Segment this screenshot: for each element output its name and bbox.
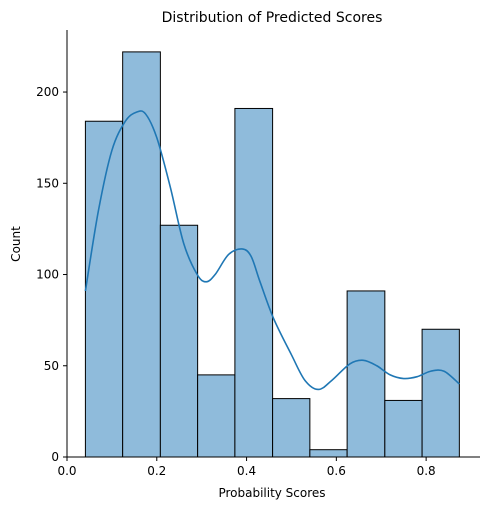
y-tick-label: 150: [36, 176, 59, 190]
kde-curve: [84, 110, 460, 391]
histogram-bar: [84, 120, 124, 458]
histogram-bar: [346, 290, 386, 458]
x-tick-label: 0.6: [327, 464, 346, 478]
x-tick-label: 0.4: [237, 464, 256, 478]
bars-group: [84, 51, 460, 458]
histogram-bar: [384, 399, 423, 458]
histogram-bar: [197, 374, 236, 458]
chart-title: Distribution of Predicted Scores: [162, 10, 383, 26]
histogram-bar: [309, 449, 348, 458]
x-tick-label: 0.8: [417, 464, 436, 478]
histogram-bar: [272, 398, 311, 458]
y-tick-label: 200: [36, 85, 59, 99]
x-ticks-group: 0.0 0.2 0.4 0.6 0.8: [57, 457, 436, 478]
y-axis-label: Count: [9, 226, 23, 262]
histogram-bar: [122, 51, 161, 458]
histogram-bar: [234, 107, 274, 458]
y-tick-label: 50: [44, 359, 59, 373]
y-tick-label: 100: [36, 268, 59, 282]
x-tick-label: 0.0: [57, 464, 76, 478]
histogram-bar: [159, 224, 199, 458]
x-axis-label: Probability Scores: [218, 486, 325, 500]
y-ticks-group: 0 50 100 150 200: [36, 85, 67, 464]
y-tick-label: 0: [51, 450, 59, 464]
x-tick-label: 0.2: [147, 464, 166, 478]
histogram-bar: [421, 328, 460, 458]
